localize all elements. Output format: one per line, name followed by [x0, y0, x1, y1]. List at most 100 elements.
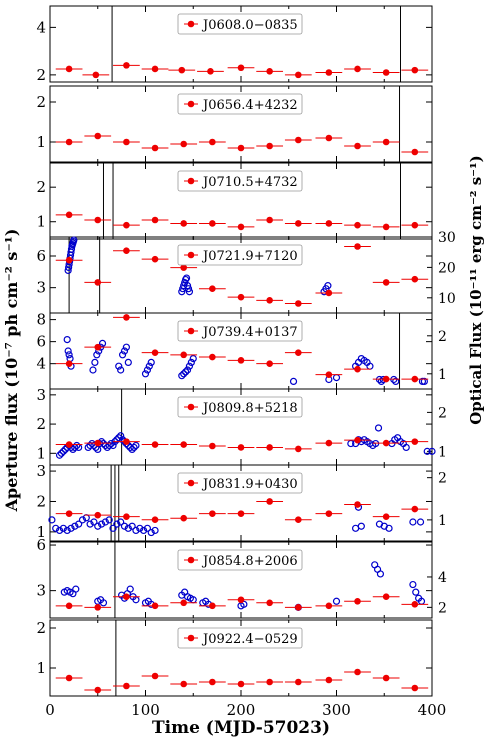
optical-point	[416, 518, 425, 526]
legend-marker	[187, 634, 195, 642]
optical-point	[86, 520, 94, 528]
y-tick-label: 4	[36, 355, 46, 373]
flux-point	[382, 674, 390, 682]
flux-point	[65, 510, 73, 517]
legend-box	[177, 320, 303, 342]
optical-point	[64, 347, 72, 355]
flux-point	[123, 221, 130, 229]
flux-point	[180, 441, 187, 448]
flux-point	[295, 349, 302, 356]
optical-point	[180, 370, 188, 378]
left-y-axis-label: Aperture flux (10⁻⁷ ph cm⁻² s⁻¹)	[2, 160, 22, 580]
optical-point	[99, 599, 108, 607]
optical-point	[117, 432, 125, 440]
y-tick-label: 2	[36, 415, 46, 433]
flux-point	[382, 593, 390, 601]
y-tick-label: 1	[36, 444, 46, 462]
flux-point	[180, 264, 187, 271]
optical-point	[178, 288, 186, 296]
right-y-tick-label: 20	[438, 260, 456, 276]
flux-point	[411, 148, 419, 156]
legend-marker	[187, 177, 195, 185]
right-y-tick-label: 2	[438, 405, 447, 421]
right-y-axis-label: Optical Flux (10⁻¹¹ erg cm⁻² s⁻¹)	[466, 120, 488, 460]
y-tick-label: 1	[36, 133, 46, 151]
flux-point	[65, 441, 73, 448]
optical-point	[185, 288, 194, 296]
y-tick-label: 3	[36, 462, 46, 480]
flux-point	[266, 498, 273, 505]
optical-point	[324, 282, 332, 290]
flux-point	[65, 360, 73, 367]
legend-label: J0608.0−0835	[201, 18, 298, 33]
optical-point	[183, 366, 192, 374]
flux-point	[325, 602, 333, 610]
flux-point	[325, 510, 333, 517]
flux-point	[209, 442, 216, 450]
flux-point	[411, 684, 419, 692]
x-tick-label: 300	[322, 701, 351, 719]
flux-point	[354, 243, 361, 250]
flux-point	[65, 674, 73, 682]
legend-box	[177, 244, 303, 266]
optical-point	[128, 445, 136, 454]
flux-point	[266, 599, 273, 607]
right-y-axis-label-text: Optical Flux (10⁻¹¹ erg cm⁻² s⁻¹)	[467, 155, 485, 425]
flux-point	[325, 371, 333, 378]
optical-point	[67, 524, 75, 532]
y-tick-label: 2	[36, 619, 46, 637]
optical-point	[63, 526, 71, 535]
optical-point	[55, 526, 64, 535]
flux-point	[180, 140, 187, 148]
flux-point	[411, 375, 419, 383]
optical-point	[136, 524, 144, 532]
flux-point	[151, 516, 159, 524]
x-tick-label: 400	[418, 701, 447, 719]
y-tick-label: 6	[36, 247, 46, 265]
optical-point	[423, 447, 431, 455]
optical-point	[48, 516, 56, 524]
flux-point	[382, 279, 390, 286]
flux-point	[151, 255, 159, 263]
flux-point	[209, 678, 216, 686]
right-y-tick-label: 2	[438, 329, 447, 345]
flux-point	[325, 134, 333, 142]
flux-point	[295, 516, 302, 524]
flux-point	[178, 66, 186, 74]
flux-point	[354, 597, 361, 605]
flux-point	[266, 444, 273, 451]
flux-point	[151, 216, 159, 224]
optical-point	[52, 524, 60, 532]
optical-point	[55, 451, 64, 459]
optical-point	[115, 362, 123, 370]
right-y-tick-label: 4	[438, 570, 447, 586]
flux-point	[65, 211, 73, 219]
legend-label: J0809.8+5218	[201, 401, 298, 416]
flux-point	[295, 604, 302, 611]
optical-point	[70, 236, 78, 244]
y-tick-label: 2	[36, 66, 46, 84]
flux-point	[151, 441, 159, 448]
right-y-tick-label: 1	[438, 367, 447, 383]
optical-point	[187, 358, 195, 366]
legend-marker	[187, 479, 195, 487]
flux-point	[295, 136, 302, 144]
flux-point	[411, 601, 419, 608]
optical-point	[409, 580, 417, 589]
optical-point	[185, 362, 194, 370]
flux-point	[65, 65, 73, 73]
legend-marker	[187, 251, 195, 259]
optical-point	[132, 526, 140, 535]
flux-point	[266, 297, 273, 304]
flux-point	[237, 223, 245, 231]
flux-point	[123, 138, 130, 146]
flux-point	[180, 599, 187, 607]
y-tick-label: 3	[36, 279, 46, 297]
flux-point	[209, 353, 216, 361]
legend-box	[177, 170, 303, 192]
optical-point	[126, 585, 134, 593]
flux-point	[354, 668, 361, 676]
flux-point	[209, 602, 216, 610]
flux-point	[92, 71, 100, 79]
